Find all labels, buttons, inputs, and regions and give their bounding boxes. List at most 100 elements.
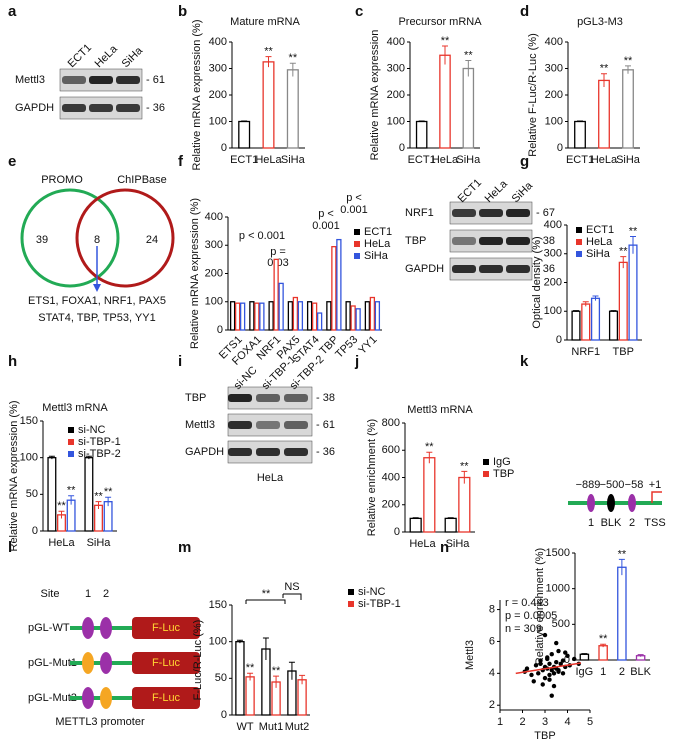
y-tick-label: 8 [489,603,495,615]
significance: ** [104,486,113,498]
site-label: TSS [644,517,665,529]
significance: ** [57,500,66,512]
band [479,265,503,273]
point [563,650,568,655]
site [100,617,112,639]
error-bar [48,455,55,460]
point [533,663,539,668]
y-tick-label: 6 [489,635,495,647]
bar [581,303,591,341]
size-label: - 36 [536,263,555,275]
y-tick-label: 0 [564,654,570,666]
row-label: GAPDH [405,263,444,275]
panel-label: h [8,353,17,370]
x-tick-label: HeLa [409,538,436,550]
bar [608,310,619,341]
x-tick-label: 1 [600,666,606,678]
annotation: NS [284,581,299,593]
annotation: p < [318,208,334,220]
point [549,693,554,698]
row-label: Mettl3 [185,419,215,431]
column-label: HeLa [93,42,121,70]
bar [84,457,94,532]
bar [249,301,255,331]
bar [598,79,610,149]
point [565,653,570,658]
x-tick-label: 4 [564,716,570,728]
y-tick-label: 300 [205,239,223,251]
chart-title: pGL3-M3 [577,16,623,28]
legend-label: si-NC [358,586,386,598]
y-tick-label: 200 [209,89,227,101]
significance: ** [624,55,633,67]
site-label: 1 [588,517,594,529]
y-tick-label: 100 [209,636,227,648]
error-bar [577,120,583,123]
y-axis-label: Relative enrichment (%) [534,548,546,665]
error-bar [95,501,102,509]
annotation: r = 0.443 [505,597,549,609]
bar [579,653,590,661]
y-tick-label: 0 [394,526,400,538]
bar [311,302,318,331]
site [82,687,94,709]
legend-label: HeLa [364,238,391,250]
point [556,667,561,673]
band [62,104,86,112]
x-tick-label: SiHa [616,154,641,166]
panel-label: j [354,353,359,370]
y-tick-label: 1000 [546,583,570,595]
band [62,76,86,84]
error-bar [582,301,589,307]
error-bar [289,62,296,77]
point [547,672,552,678]
column-label: SiHa [510,179,536,205]
bar [292,296,299,331]
site [82,652,94,674]
legend-marker [348,589,354,595]
site [100,687,112,709]
bar [229,301,236,331]
point [545,656,550,662]
y-tick-label: 2 [489,699,495,711]
point [536,671,541,676]
bar [622,69,634,149]
error-bar [241,120,248,123]
band [116,104,140,112]
row-label: NRF1 [405,207,434,219]
panel-label: m [178,539,191,556]
error-bar [262,637,269,660]
point [556,648,561,654]
x-tick-label: Mut1 [259,721,283,733]
bar [590,297,601,341]
band [256,421,280,429]
significance: ** [425,441,434,453]
error-bar [630,236,636,254]
y-tick-label: 100 [387,115,405,127]
size-label: - 67 [536,207,555,219]
legend-marker [68,451,74,457]
site [100,652,112,674]
x-tick-label: HeLa [591,154,618,166]
reporter-label: F-Luc [152,692,181,704]
y-tick-label: 0 [221,142,227,154]
band [228,448,252,456]
error-bar [600,643,607,648]
site [587,494,595,512]
chart-title: Mettl3 mRNA [42,402,108,414]
bar [409,517,422,533]
bar [350,305,356,331]
point [551,683,557,689]
error-bar [618,558,625,576]
point [538,661,543,666]
reporter-box [132,652,200,674]
significance: ** [619,246,628,258]
bar [345,301,351,331]
x-tick-label: HeLa [255,154,282,166]
point [531,679,536,684]
legend-label: si-NC [78,424,106,436]
y-tick-label: 400 [545,36,563,48]
position: −58 [625,479,644,491]
size-label: - 38 [536,235,555,247]
band [452,209,476,217]
